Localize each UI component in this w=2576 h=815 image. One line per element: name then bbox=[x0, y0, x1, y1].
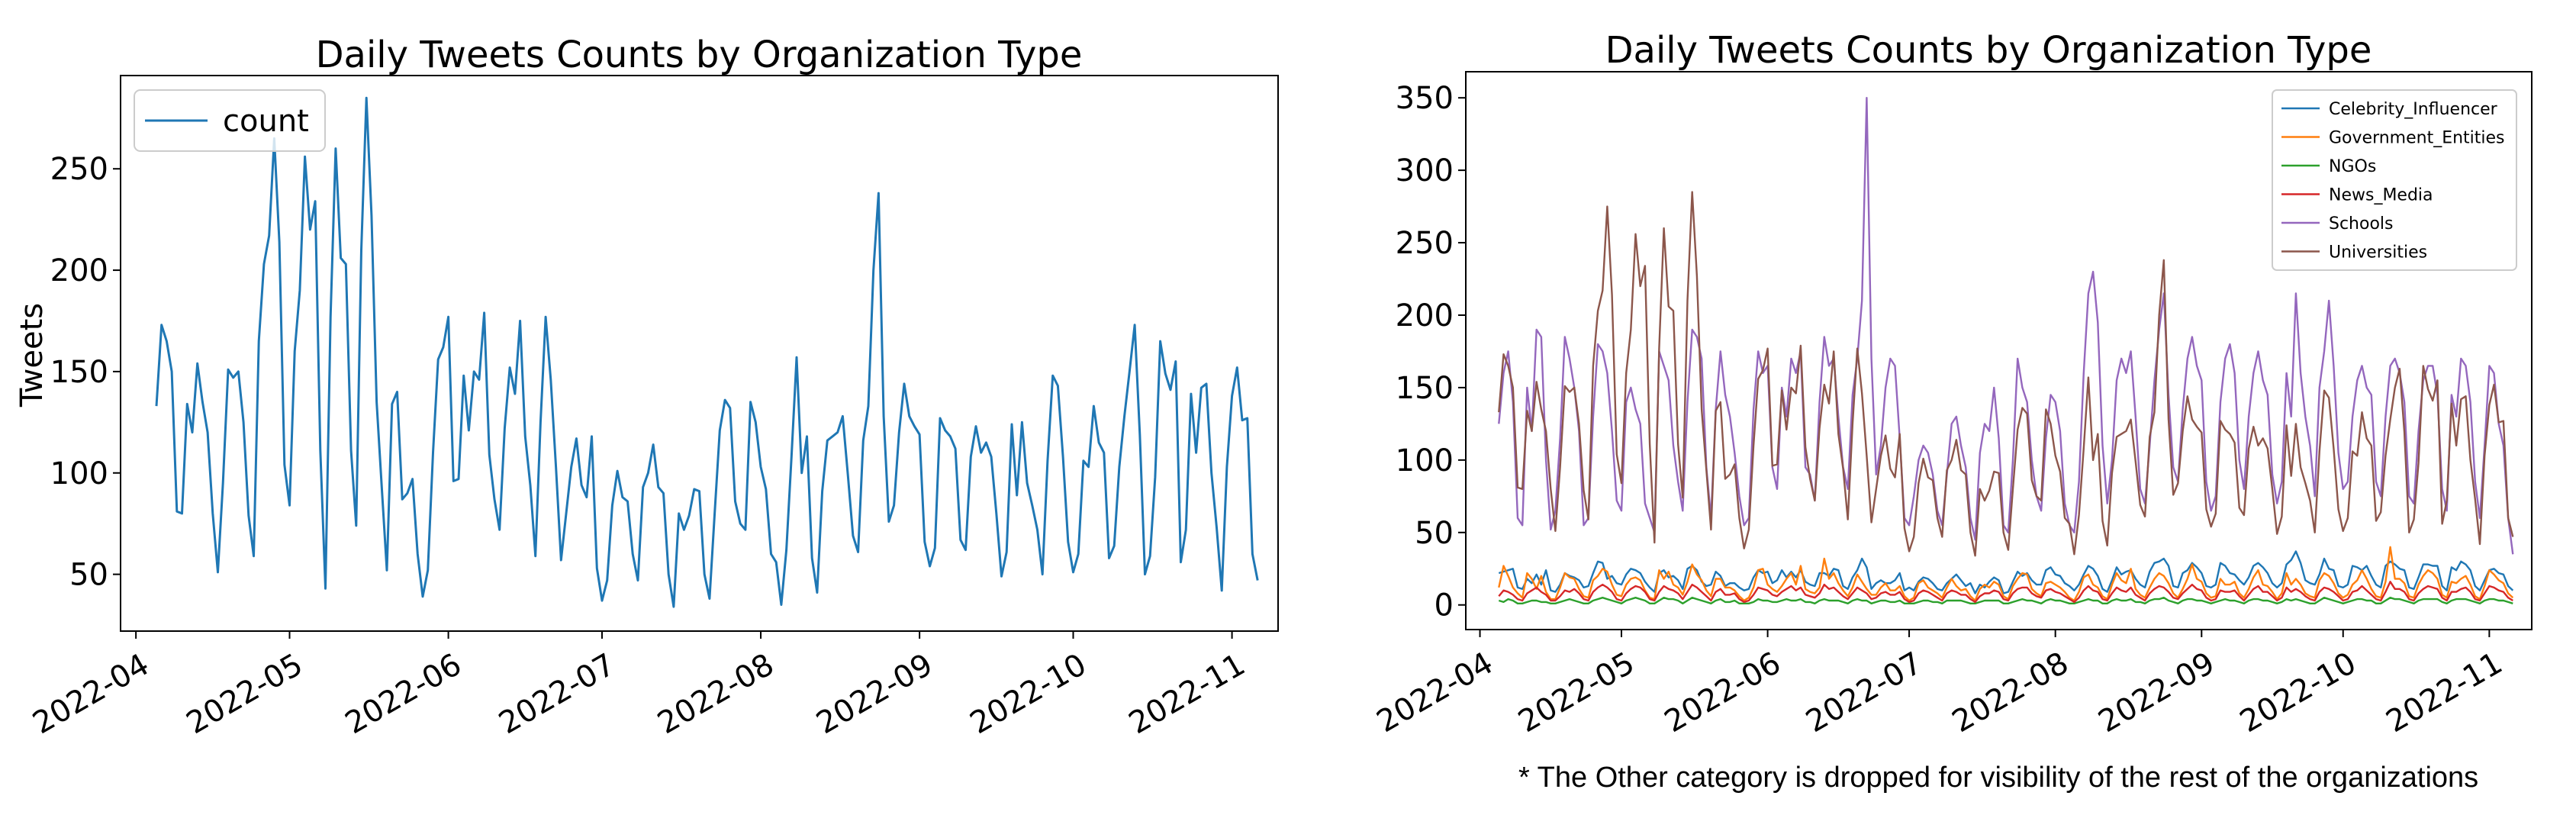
left-chart-series bbox=[155, 96, 1259, 608]
left-chart-frame bbox=[120, 75, 1279, 632]
right-series-line-schools bbox=[1498, 96, 2514, 555]
right-xtick-label: 2022-10 bbox=[2234, 646, 2362, 739]
left-xtick-label: 2022-07 bbox=[493, 647, 621, 741]
left-ytick-label: 150 bbox=[50, 355, 108, 390]
right-legend-label-universities: Universities bbox=[2329, 243, 2427, 263]
right-ytick-label: 350 bbox=[1396, 81, 1454, 116]
left-xtick-label: 2022-06 bbox=[340, 647, 468, 741]
right-ytick-label: 200 bbox=[1396, 298, 1454, 333]
right-legend-label-government-entities: Government_Entities bbox=[2329, 129, 2505, 148]
right-legend-label-schools: Schools bbox=[2329, 214, 2394, 234]
right-xtick-label: 2022-11 bbox=[2381, 646, 2509, 739]
left-xtick-label: 2022-04 bbox=[27, 647, 155, 741]
right-chart-series bbox=[1498, 96, 2514, 604]
right-chart-frame bbox=[1465, 71, 2533, 630]
left-xtick-label: 2022-05 bbox=[181, 647, 309, 741]
left-xtick-label: 2022-08 bbox=[652, 647, 780, 741]
right-series-line-news-media bbox=[1498, 581, 2513, 604]
left-ytick-label: 100 bbox=[50, 456, 108, 491]
right-ytick-label: 250 bbox=[1396, 226, 1454, 261]
right-xtick-label: 2022-06 bbox=[1659, 646, 1787, 739]
left-ytick-label: 200 bbox=[50, 253, 108, 288]
left-chart-title: Daily Tweets Counts by Organization Type bbox=[316, 34, 1083, 76]
left-ytick-label: 50 bbox=[69, 558, 108, 593]
right-legend-box bbox=[2272, 89, 2517, 271]
right-ytick-label: 50 bbox=[1415, 516, 1454, 551]
right-chart-legend: Celebrity_Influencer Government_Entities N… bbox=[2272, 89, 2517, 271]
right-series-line-ngos bbox=[1498, 597, 2513, 604]
right-legend-label-ngos: NGOs bbox=[2329, 157, 2376, 176]
left-xtick-label: 2022-09 bbox=[810, 647, 939, 741]
right-series-line-celebrity-influencer bbox=[1498, 550, 2514, 594]
left-chart-xticks: 2022-04 2022-05 2022-06 2022-07 2022-08 2022-… bbox=[27, 631, 1251, 741]
right-xtick-label: 2022-07 bbox=[1800, 646, 1928, 739]
right-xtick-label: 2022-04 bbox=[1371, 646, 1499, 739]
right-series-line-government-entities bbox=[1498, 546, 2514, 602]
left-legend-box bbox=[134, 89, 326, 152]
left-ytick-label: 250 bbox=[50, 152, 108, 187]
left-chart-ylabel: Tweets bbox=[14, 303, 50, 408]
left-legend-label-count: count bbox=[223, 104, 309, 139]
left-chart-yticks: 50 100 150 200 250 bbox=[50, 152, 121, 593]
right-xtick-label: 2022-08 bbox=[1946, 646, 2075, 739]
right-ytick-label: 0 bbox=[1435, 588, 1454, 623]
right-xtick-label: 2022-09 bbox=[2093, 646, 2221, 739]
right-chart-xticks: 2022-04 2022-05 2022-06 2022-07 2022-08 2022-… bbox=[1371, 630, 2509, 739]
right-chart-yticks: 0 50 100 150 200 250 300 350 bbox=[1396, 81, 1466, 623]
left-series-line-count bbox=[155, 96, 1259, 608]
right-series-line-universities bbox=[1498, 191, 2514, 557]
right-chart: Daily Tweets Counts by Organization Type… bbox=[1371, 29, 2533, 739]
left-chart: Daily Tweets Counts by Organization Type… bbox=[14, 34, 1279, 741]
right-chart-title: Daily Tweets Counts by Organization Type bbox=[1605, 29, 2372, 72]
right-xtick-label: 2022-05 bbox=[1512, 646, 1641, 739]
right-legend-label-news-media: News_Media bbox=[2329, 186, 2433, 205]
right-ytick-label: 150 bbox=[1396, 371, 1454, 406]
footnote: * The Other category is dropped for visi… bbox=[1518, 762, 2479, 794]
left-xtick-label: 2022-10 bbox=[964, 647, 1093, 741]
right-ytick-label: 300 bbox=[1396, 153, 1454, 188]
left-xtick-label: 2022-11 bbox=[1123, 647, 1251, 741]
left-chart-legend: count bbox=[134, 89, 326, 152]
right-ytick-label: 100 bbox=[1396, 443, 1454, 478]
right-legend-label-celebrity-influencer: Celebrity_Influencer bbox=[2329, 100, 2498, 119]
